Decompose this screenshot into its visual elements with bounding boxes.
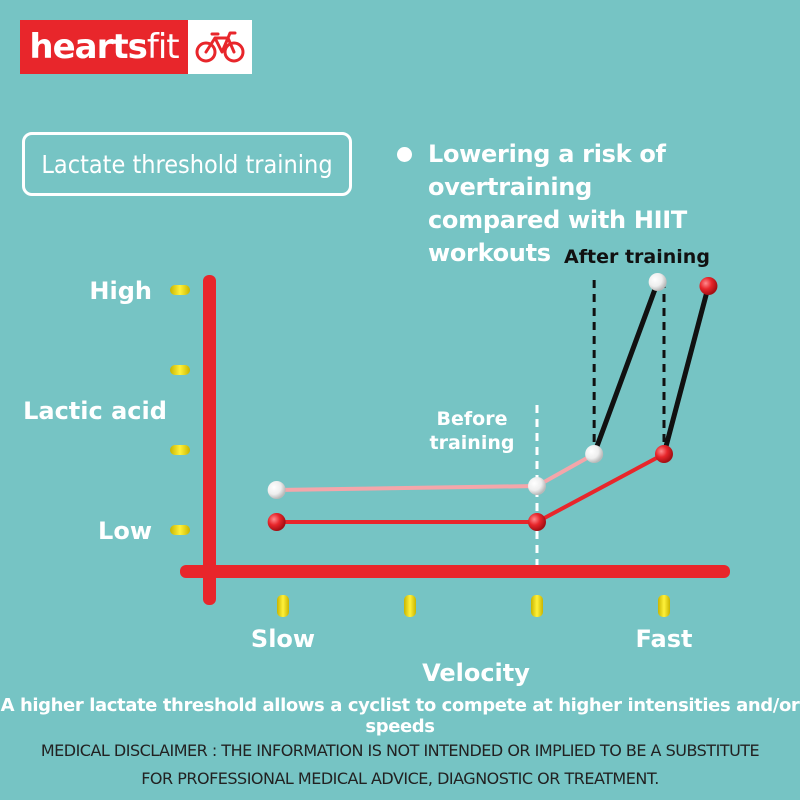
series-1-point-2 <box>528 477 546 495</box>
x-tick-2 <box>404 595 416 617</box>
series-2-point-1 <box>267 513 286 531</box>
series-1-point-3 <box>585 445 604 463</box>
series-1-point-1 <box>267 481 286 499</box>
lactate-chart: Low High Slow Fast Lactic acid Velocity Before… <box>23 246 730 687</box>
before-training-label-line-2: training <box>430 432 515 454</box>
y-axis-label: Lactic acid <box>23 397 167 425</box>
x-axis-line <box>180 565 730 578</box>
series-2-point-2 <box>528 513 546 531</box>
x-axis-label: Velocity <box>422 659 530 687</box>
disclaimer-line-1: MEDICAL DISCLAIMER : THE INFORMATION IS … <box>40 741 760 760</box>
y-tick-label-4: High <box>89 277 152 305</box>
series-2-segment-2 <box>535 452 666 524</box>
logo-wordmark: hearts fit <box>20 20 188 74</box>
bullet-text: Lowering a risk of overtraining compared… <box>428 140 687 267</box>
series-2-point-3 <box>655 445 673 463</box>
caption: A higher lactate threshold allows a cycl… <box>0 695 800 737</box>
y-tick-label-1: Low <box>98 517 152 545</box>
series-2-segment-3 <box>661 283 711 457</box>
x-tick-1 <box>277 595 289 617</box>
before-training-label-line-1: Before <box>437 408 508 430</box>
bullet-dot-icon <box>397 147 412 162</box>
series-1-segment-3 <box>591 279 661 457</box>
before-training-label: Before training <box>430 408 515 454</box>
logo-text-light: fit <box>146 27 180 67</box>
series-1-segment-1 <box>274 484 539 492</box>
chart-title: Lactate threshold training <box>22 132 352 196</box>
disclaimer-line-2: FOR PROFESSIONAL MEDICAL ADVICE, DIAGNOS… <box>141 769 659 788</box>
x-tick-label-4: Fast <box>636 625 693 653</box>
y-axis-line <box>203 275 216 605</box>
x-tick-4 <box>658 595 670 617</box>
bicycle-icon <box>188 20 252 74</box>
medical-disclaimer: MEDICAL DISCLAIMER : THE INFORMATION IS … <box>0 737 800 793</box>
series-1-segment-2 <box>535 452 597 488</box>
after-training-label: After training <box>564 246 710 268</box>
y-tick-1 <box>170 525 190 535</box>
series-2-point-4 <box>699 277 718 295</box>
y-tick-4 <box>170 285 190 295</box>
series-1-point-4 <box>648 273 667 291</box>
x-tick-label-1: Slow <box>251 625 315 653</box>
logo-text-bold: hearts <box>29 27 147 67</box>
x-tick-3 <box>531 595 543 617</box>
heartsfit-logo: hearts fit <box>20 20 252 74</box>
y-tick-2 <box>170 445 190 455</box>
y-tick-3 <box>170 365 190 375</box>
